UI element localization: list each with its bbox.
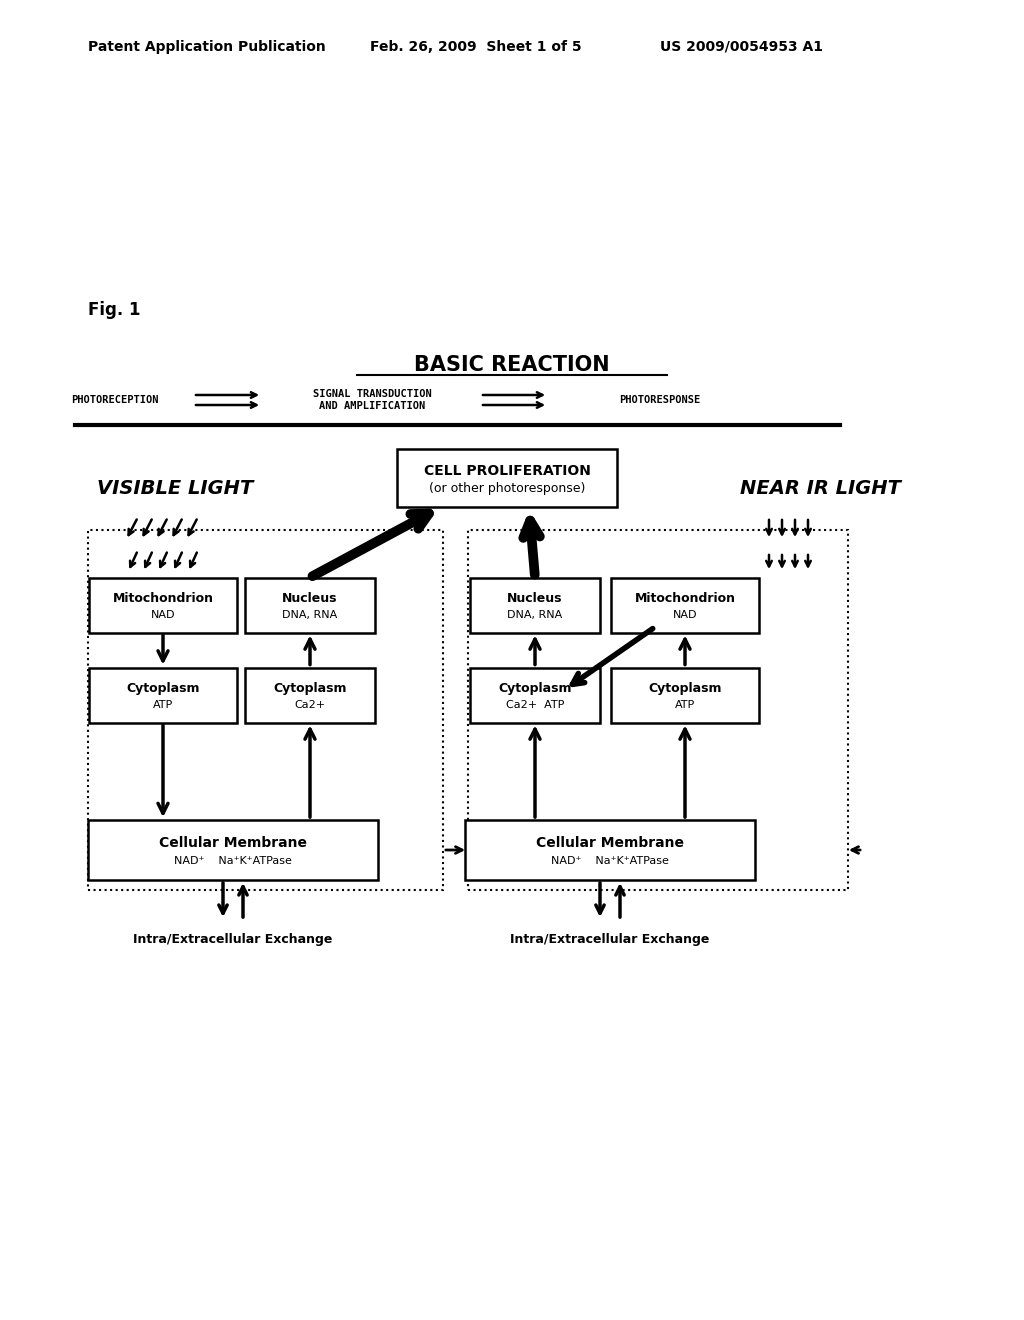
Text: DNA, RNA: DNA, RNA <box>507 610 562 620</box>
Text: Fig. 1: Fig. 1 <box>88 301 140 319</box>
Text: NEAR IR LIGHT: NEAR IR LIGHT <box>739 479 900 498</box>
Text: NAD: NAD <box>151 610 175 620</box>
Text: Intra/Extracellular Exchange: Intra/Extracellular Exchange <box>133 933 333 946</box>
Text: PHOTORECEPTION: PHOTORECEPTION <box>72 395 159 405</box>
Text: NAD⁺    Na⁺K⁺ATPase: NAD⁺ Na⁺K⁺ATPase <box>174 855 292 866</box>
FancyBboxPatch shape <box>470 668 600 722</box>
Text: Intra/Extracellular Exchange: Intra/Extracellular Exchange <box>510 933 710 946</box>
Bar <box>468 531 848 890</box>
Text: NAD: NAD <box>673 610 697 620</box>
FancyBboxPatch shape <box>88 820 378 880</box>
FancyBboxPatch shape <box>245 578 375 632</box>
Text: VISIBLE LIGHT: VISIBLE LIGHT <box>97 479 253 498</box>
Text: Patent Application Publication: Patent Application Publication <box>88 40 326 54</box>
FancyBboxPatch shape <box>611 668 759 722</box>
Text: US 2009/0054953 A1: US 2009/0054953 A1 <box>660 40 823 54</box>
FancyBboxPatch shape <box>397 449 617 507</box>
Text: ATP: ATP <box>153 700 173 710</box>
Text: Ca2+: Ca2+ <box>295 700 326 710</box>
Text: Nucleus: Nucleus <box>283 591 338 605</box>
Text: Cellular Membrane: Cellular Membrane <box>159 836 307 850</box>
FancyBboxPatch shape <box>465 820 755 880</box>
Text: Cytoplasm: Cytoplasm <box>648 682 722 694</box>
FancyBboxPatch shape <box>89 668 237 722</box>
Text: Cytoplasm: Cytoplasm <box>126 682 200 694</box>
Text: Mitochondrion: Mitochondrion <box>113 591 213 605</box>
FancyBboxPatch shape <box>470 578 600 632</box>
Text: BASIC REACTION: BASIC REACTION <box>414 355 610 375</box>
Bar <box>88 531 443 890</box>
FancyBboxPatch shape <box>245 668 375 722</box>
Text: (or other photoresponse): (or other photoresponse) <box>429 482 585 495</box>
Text: Feb. 26, 2009  Sheet 1 of 5: Feb. 26, 2009 Sheet 1 of 5 <box>370 40 582 54</box>
Text: DNA, RNA: DNA, RNA <box>283 610 338 620</box>
Text: Cytoplasm: Cytoplasm <box>499 682 571 694</box>
Text: SIGNAL TRANSDUCTION
AND AMPLIFICATION: SIGNAL TRANSDUCTION AND AMPLIFICATION <box>312 389 431 411</box>
Text: NAD⁺    Na⁺K⁺ATPase: NAD⁺ Na⁺K⁺ATPase <box>551 855 669 866</box>
Text: Mitochondrion: Mitochondrion <box>635 591 735 605</box>
FancyBboxPatch shape <box>89 578 237 632</box>
Text: CELL PROLIFERATION: CELL PROLIFERATION <box>424 465 591 478</box>
Text: PHOTORESPONSE: PHOTORESPONSE <box>620 395 700 405</box>
Text: Nucleus: Nucleus <box>507 591 563 605</box>
Text: Ca2+  ATP: Ca2+ ATP <box>506 700 564 710</box>
Text: Cytoplasm: Cytoplasm <box>273 682 347 694</box>
Text: Cellular Membrane: Cellular Membrane <box>536 836 684 850</box>
FancyBboxPatch shape <box>611 578 759 632</box>
Text: ATP: ATP <box>675 700 695 710</box>
